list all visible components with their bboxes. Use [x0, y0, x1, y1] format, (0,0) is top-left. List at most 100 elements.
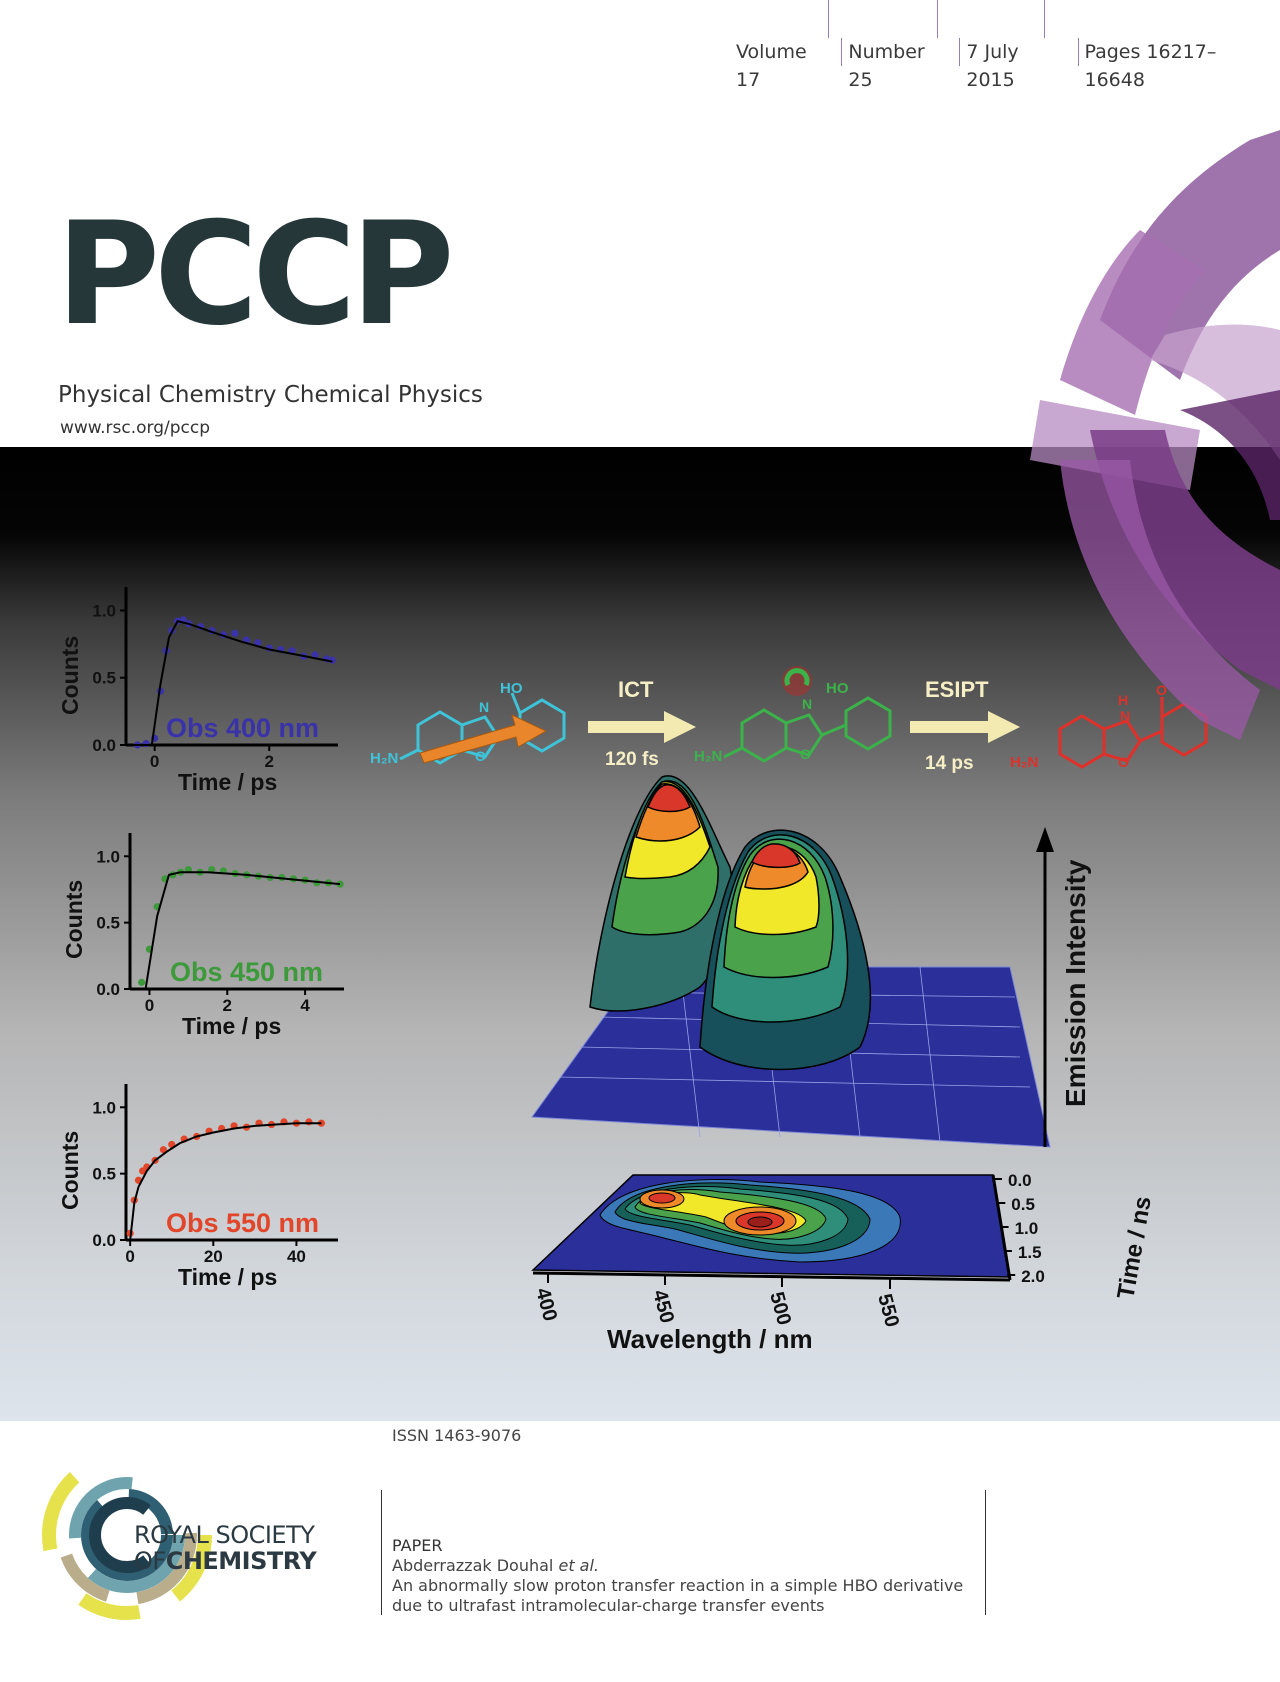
header-rule-line [1044, 0, 1045, 38]
bond [821, 723, 847, 737]
arc-segment [1060, 460, 1260, 740]
y-axis-label: Counts [57, 636, 83, 715]
arc-segment [1180, 390, 1280, 520]
rsc-arc-decoration [1030, 130, 1280, 740]
contour-peak-right-inner [747, 1216, 773, 1228]
author-name: Abderrazzak Douhal [392, 1556, 554, 1575]
publisher-chemistry: CHEMISTRY [165, 1547, 317, 1575]
arc-segment [1150, 324, 1280, 460]
journal-url[interactable]: www.rsc.org/pccp [60, 418, 211, 438]
logo-c [89, 1497, 151, 1573]
data-point [142, 740, 150, 748]
oxygen-label: O [475, 748, 486, 764]
y-tick-label: 1.0 [92, 1098, 116, 1117]
logo-ring [81, 1489, 173, 1581]
phenol-ring [844, 696, 892, 751]
bond [399, 748, 419, 761]
contour-peak-left-inner [648, 1192, 676, 1204]
nitrogen-label: N [479, 699, 489, 715]
wavelength-tick-label: 400 [531, 1286, 561, 1324]
fit-line [129, 1122, 322, 1241]
y-tick-label: 0.5 [92, 1165, 116, 1184]
fit-line [126, 620, 333, 746]
cover-art: 0.0 0.5 1.0 0 2 Time / ps Counts Obs 400 nm 0.0 0… [0, 447, 1280, 1421]
kinetic-plot-2: 0.0 0.5 1.0 0 2 4 Time / ps Counts Obs 450 nm [61, 833, 344, 1039]
wavelength-axis-label: Wavelength / nm [607, 1324, 813, 1354]
wavelength-tick-label: 450 [648, 1288, 678, 1326]
x-tick-label: 2 [265, 752, 274, 771]
oxygen-label: O [1156, 682, 1167, 698]
featured-paper[interactable]: PAPER Abderrazzak Douhal et al. An abnor… [392, 1536, 992, 1616]
series-annotation: Obs 550 nm [166, 1208, 319, 1238]
arc-segment [1060, 230, 1205, 415]
rsc-logo-icon [42, 1450, 212, 1620]
series-annotation: Obs 450 nm [170, 957, 323, 987]
benzene-ring [740, 708, 788, 763]
fit-line [130, 871, 341, 990]
hydrogen-label: H [1118, 692, 1128, 708]
x-axis-label: Time / ps [182, 1013, 281, 1039]
wavelength-axis [532, 1271, 1011, 1282]
nitrogen-label: N [1120, 708, 1130, 724]
time-tick-label: 2.0 [1021, 1267, 1045, 1286]
time-tick-label: 0.5 [1011, 1195, 1035, 1214]
time-tick-label: 0.0 [1008, 1171, 1032, 1190]
paper-title-line-2: due to ultrafast intramolecular-charge t… [392, 1596, 825, 1615]
data-point [336, 880, 344, 888]
peak-left-red [647, 784, 691, 813]
series-annotation: Obs 400 nm [166, 713, 319, 743]
publisher-line-2: OFCHEMISTRY [134, 1547, 317, 1575]
amine-label: H₂N [694, 748, 722, 765]
y-tick-label: 0.0 [96, 980, 120, 999]
footer-divider [985, 1490, 986, 1615]
oxygen-label: O [800, 746, 811, 762]
y-tick-label: 1.0 [96, 847, 120, 866]
data-point [159, 1146, 168, 1154]
x-tick-label: 4 [300, 996, 310, 1015]
issue-separator [841, 38, 843, 66]
oxygen-label: O [1118, 754, 1129, 770]
data-point [254, 639, 262, 647]
x-tick-label: 40 [287, 1247, 306, 1266]
double-bond [1139, 729, 1163, 743]
time-axis-label: Time / ns [1112, 1194, 1157, 1301]
ict-arrow-overlay [419, 714, 548, 764]
peak-right-red [751, 843, 801, 869]
data-point [311, 651, 319, 659]
issue-separator [1077, 38, 1079, 66]
author-suffix: et al. [558, 1556, 600, 1575]
data-point [231, 629, 239, 637]
header-rule-line [937, 0, 938, 38]
paper-author: Abderrazzak Douhal et al. [392, 1556, 992, 1576]
publisher-name: ROYAL SOCIETY OFCHEMISTRY [134, 1522, 317, 1575]
issn-text: ISSN 1463-9076 [392, 1426, 522, 1445]
y-axis-label: Counts [57, 1131, 83, 1210]
intensity-axis-label: Emission Intensity [1060, 859, 1091, 1107]
y-tick-label: 0.0 [92, 736, 116, 755]
data-point [305, 1118, 313, 1126]
x-tick-label: 2 [223, 996, 232, 1015]
journal-logo: PCCP [56, 192, 455, 357]
issue-separator [959, 38, 961, 66]
wavelength-tick-label: 550 [873, 1292, 903, 1330]
x-tick-label: 0 [150, 752, 159, 771]
contour-map: 400 450 500 550 0.0 0.5 1.0 1.5 2.0 Wavelength /… [531, 1171, 1157, 1354]
header-rule-line [828, 0, 829, 38]
intensity-axis-arrow-icon [1036, 827, 1054, 852]
esipt-label: ESIPT [925, 677, 989, 702]
logo-ring [57, 1465, 197, 1605]
hydroxyl-label: HO [500, 680, 523, 697]
paper-title-line-1: An abnormally slow proton transfer react… [392, 1576, 964, 1595]
journal-subtitle: Physical Chemistry Chemical Physics [58, 382, 483, 408]
logo-ring-outer [42, 1450, 212, 1620]
wavelength-tick-label: 500 [765, 1290, 795, 1328]
molecule-scheme: H₂N N O HO ICT 120 fs H₂N N O HO [370, 666, 1208, 774]
publisher-of: OF [134, 1547, 166, 1575]
x-tick-label: 0 [145, 996, 154, 1015]
arc-segment [1090, 430, 1280, 690]
y-tick-label: 0.0 [92, 1231, 116, 1250]
bond [510, 692, 522, 714]
nitrogen-label: N [802, 696, 812, 712]
